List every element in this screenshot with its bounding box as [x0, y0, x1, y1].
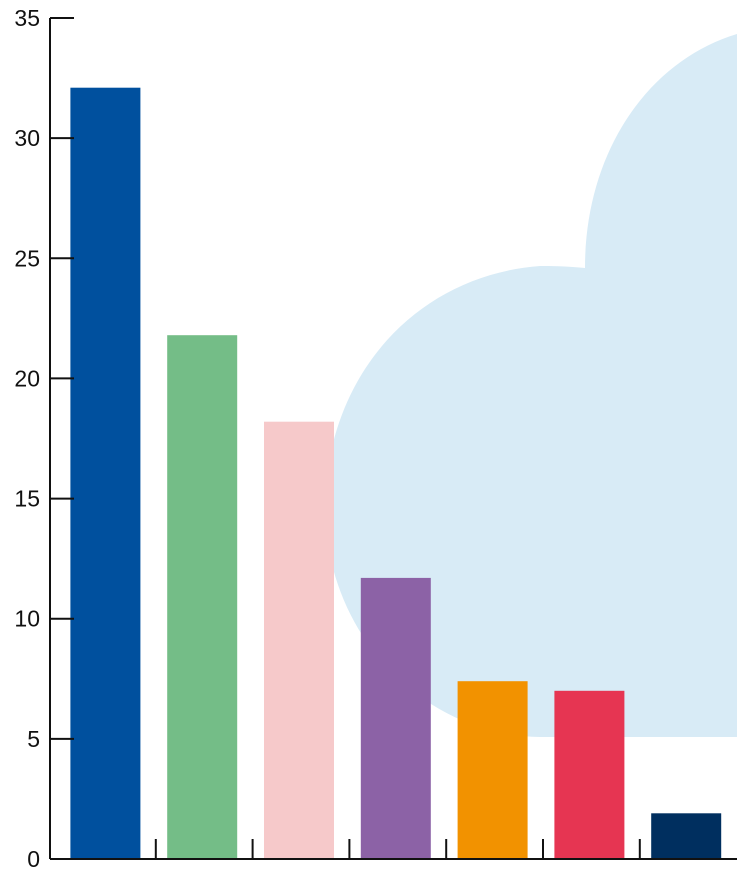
- y-tick-label-20: 20: [14, 365, 40, 391]
- axes-group: 0 5 10 15 20 25 30 35: [14, 5, 737, 872]
- background-cloud: [324, 34, 737, 737]
- bar-2: [167, 335, 238, 859]
- y-tick-label-35: 35: [14, 5, 40, 31]
- y-tick-label-25: 25: [14, 245, 40, 271]
- y-tick-label-10: 10: [14, 606, 40, 632]
- bar-7: [651, 813, 722, 859]
- y-tick-label-15: 15: [14, 486, 40, 512]
- bar-3: [264, 421, 334, 859]
- y-tick-label-30: 30: [14, 125, 40, 151]
- bar-4: [360, 577, 431, 859]
- y-tick-label-5: 5: [27, 726, 40, 752]
- y-tick-label-0: 0: [27, 846, 40, 872]
- cloud-shape: [324, 34, 737, 737]
- bar-6: [554, 690, 625, 859]
- bar-1: [70, 87, 141, 859]
- bars-group: [70, 87, 722, 859]
- bar-5: [457, 681, 528, 859]
